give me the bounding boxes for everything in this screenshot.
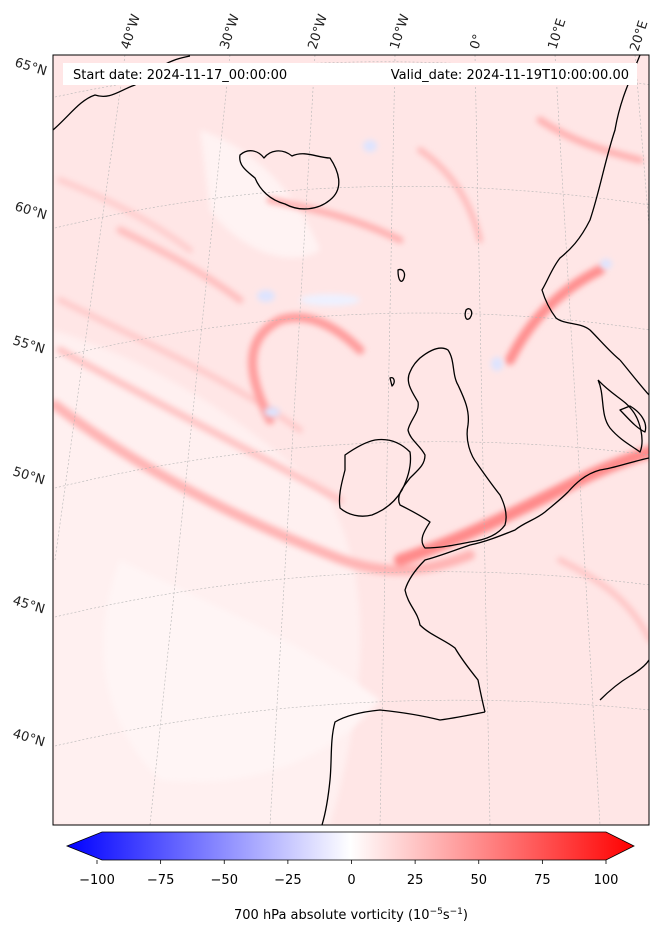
lat-label-55n: 55°N <box>11 333 47 357</box>
lat-label-50n: 50°N <box>11 464 47 488</box>
colorbar-tick-label: 0 <box>347 873 355 888</box>
lat-label-60n: 60°N <box>13 199 49 223</box>
valid-date-label: Valid_date: 2024-11-19T10:00:00.00 <box>391 68 629 83</box>
colorbar: −100 −75 −50 −25 0 25 50 75 100 700 hPa absolute… <box>65 831 635 923</box>
colorbar-label: 700 hPa absolute vorticity (10−5s−1) <box>234 907 468 923</box>
colorbar-ticks: −100 −75 −50 −25 0 25 50 75 100 <box>79 860 618 888</box>
longitude-labels: 40°W 30°W 20°W 10°W 0° 10°E 20°E <box>119 12 652 53</box>
lon-label-10e: 10°E <box>546 17 570 51</box>
lat-label-45n: 45°N <box>11 593 47 617</box>
colorbar-tick-label: −50 <box>211 873 238 888</box>
header-box <box>63 63 637 85</box>
colorbar-bar <box>65 831 635 861</box>
colorbar-tick-label: 100 <box>594 873 619 888</box>
colorbar-tick-label: −25 <box>274 873 301 888</box>
lon-label-40w: 40°W <box>119 12 144 51</box>
latitude-labels: 65°N 60°N 55°N 50°N 45°N 40°N <box>11 55 49 750</box>
colorbar-tick-label: −75 <box>147 873 174 888</box>
colorbar-tick-label: 50 <box>470 873 487 888</box>
lon-label-20w: 20°W <box>306 12 331 51</box>
lon-label-10w: 10°W <box>388 12 413 51</box>
lon-label-30w: 30°W <box>218 12 243 51</box>
start-date-label: Start date: 2024-11-17_00:00:00 <box>73 68 287 83</box>
lon-label-20e: 20°E <box>628 19 652 53</box>
colorbar-tick-label: 25 <box>407 873 424 888</box>
map-frame <box>52 54 650 826</box>
lat-label-65n: 65°N <box>13 55 49 79</box>
lon-label-0: 0° <box>468 33 487 52</box>
map-panel: Start date: 2024-11-17_00:00:00 Valid_da… <box>52 54 650 826</box>
colorbar-tick-label: 75 <box>534 873 551 888</box>
vorticity-field <box>53 55 649 825</box>
lat-label-40n: 40°N <box>11 726 47 750</box>
colorbar-tick-label: −100 <box>79 873 115 888</box>
